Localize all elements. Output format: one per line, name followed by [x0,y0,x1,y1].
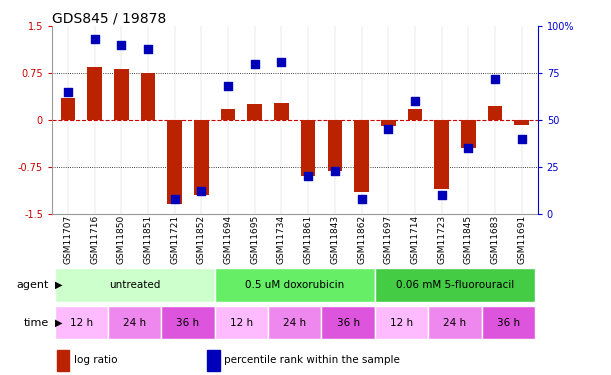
Bar [214,306,268,339]
Bar [57,350,69,370]
Bar [108,306,161,339]
Bar [207,350,219,370]
Point [170,196,180,202]
Point [143,46,153,52]
Bar [327,120,342,171]
Text: 24 h: 24 h [444,318,467,327]
Point [223,83,233,89]
Point [117,42,126,48]
Point [490,76,500,82]
Text: ▶: ▶ [55,318,62,327]
Text: 36 h: 36 h [177,318,200,327]
Text: log ratio: log ratio [74,355,117,365]
Point [383,126,393,132]
Text: 0.5 uM doxorubicin: 0.5 uM doxorubicin [245,280,345,290]
Point [90,36,100,42]
Bar [301,120,315,176]
Bar [408,109,422,120]
Bar [87,67,102,120]
Bar [375,306,428,339]
Bar [54,306,108,339]
Bar [434,120,449,189]
Bar [247,104,262,120]
Bar [194,120,209,195]
Bar [354,120,369,192]
Text: time: time [24,318,49,327]
Point [63,89,73,95]
Point [517,136,527,142]
Text: agent: agent [16,280,49,290]
Bar [514,120,529,125]
Text: 24 h: 24 h [284,318,306,327]
Text: ▶: ▶ [55,280,62,290]
Bar [141,73,155,120]
Bar [461,120,475,148]
Bar [60,98,75,120]
Bar [481,306,535,339]
Text: 12 h: 12 h [390,318,413,327]
Bar [161,306,214,339]
Text: 24 h: 24 h [123,318,146,327]
Point [463,145,473,151]
Text: 0.06 mM 5-fluorouracil: 0.06 mM 5-fluorouracil [396,280,514,290]
Point [277,59,287,65]
Text: 36 h: 36 h [497,318,520,327]
Text: 12 h: 12 h [70,318,93,327]
Point [250,61,260,67]
Text: untreated: untreated [109,280,160,290]
Bar [214,268,375,302]
Bar [488,106,502,120]
Bar [167,120,182,204]
Text: GDS845 / 19878: GDS845 / 19878 [52,11,166,25]
Bar [114,69,129,120]
Text: 12 h: 12 h [230,318,253,327]
Bar [268,306,321,339]
Point [357,196,367,202]
Bar [54,268,214,302]
Bar [375,268,535,302]
Bar [274,102,289,120]
Point [330,168,340,174]
Bar [221,109,235,120]
Point [410,98,420,104]
Point [197,188,207,194]
Bar [321,306,375,339]
Text: percentile rank within the sample: percentile rank within the sample [224,355,400,365]
Text: 36 h: 36 h [337,318,360,327]
Point [303,173,313,179]
Bar [428,306,481,339]
Bar [381,120,395,126]
Point [437,192,447,198]
